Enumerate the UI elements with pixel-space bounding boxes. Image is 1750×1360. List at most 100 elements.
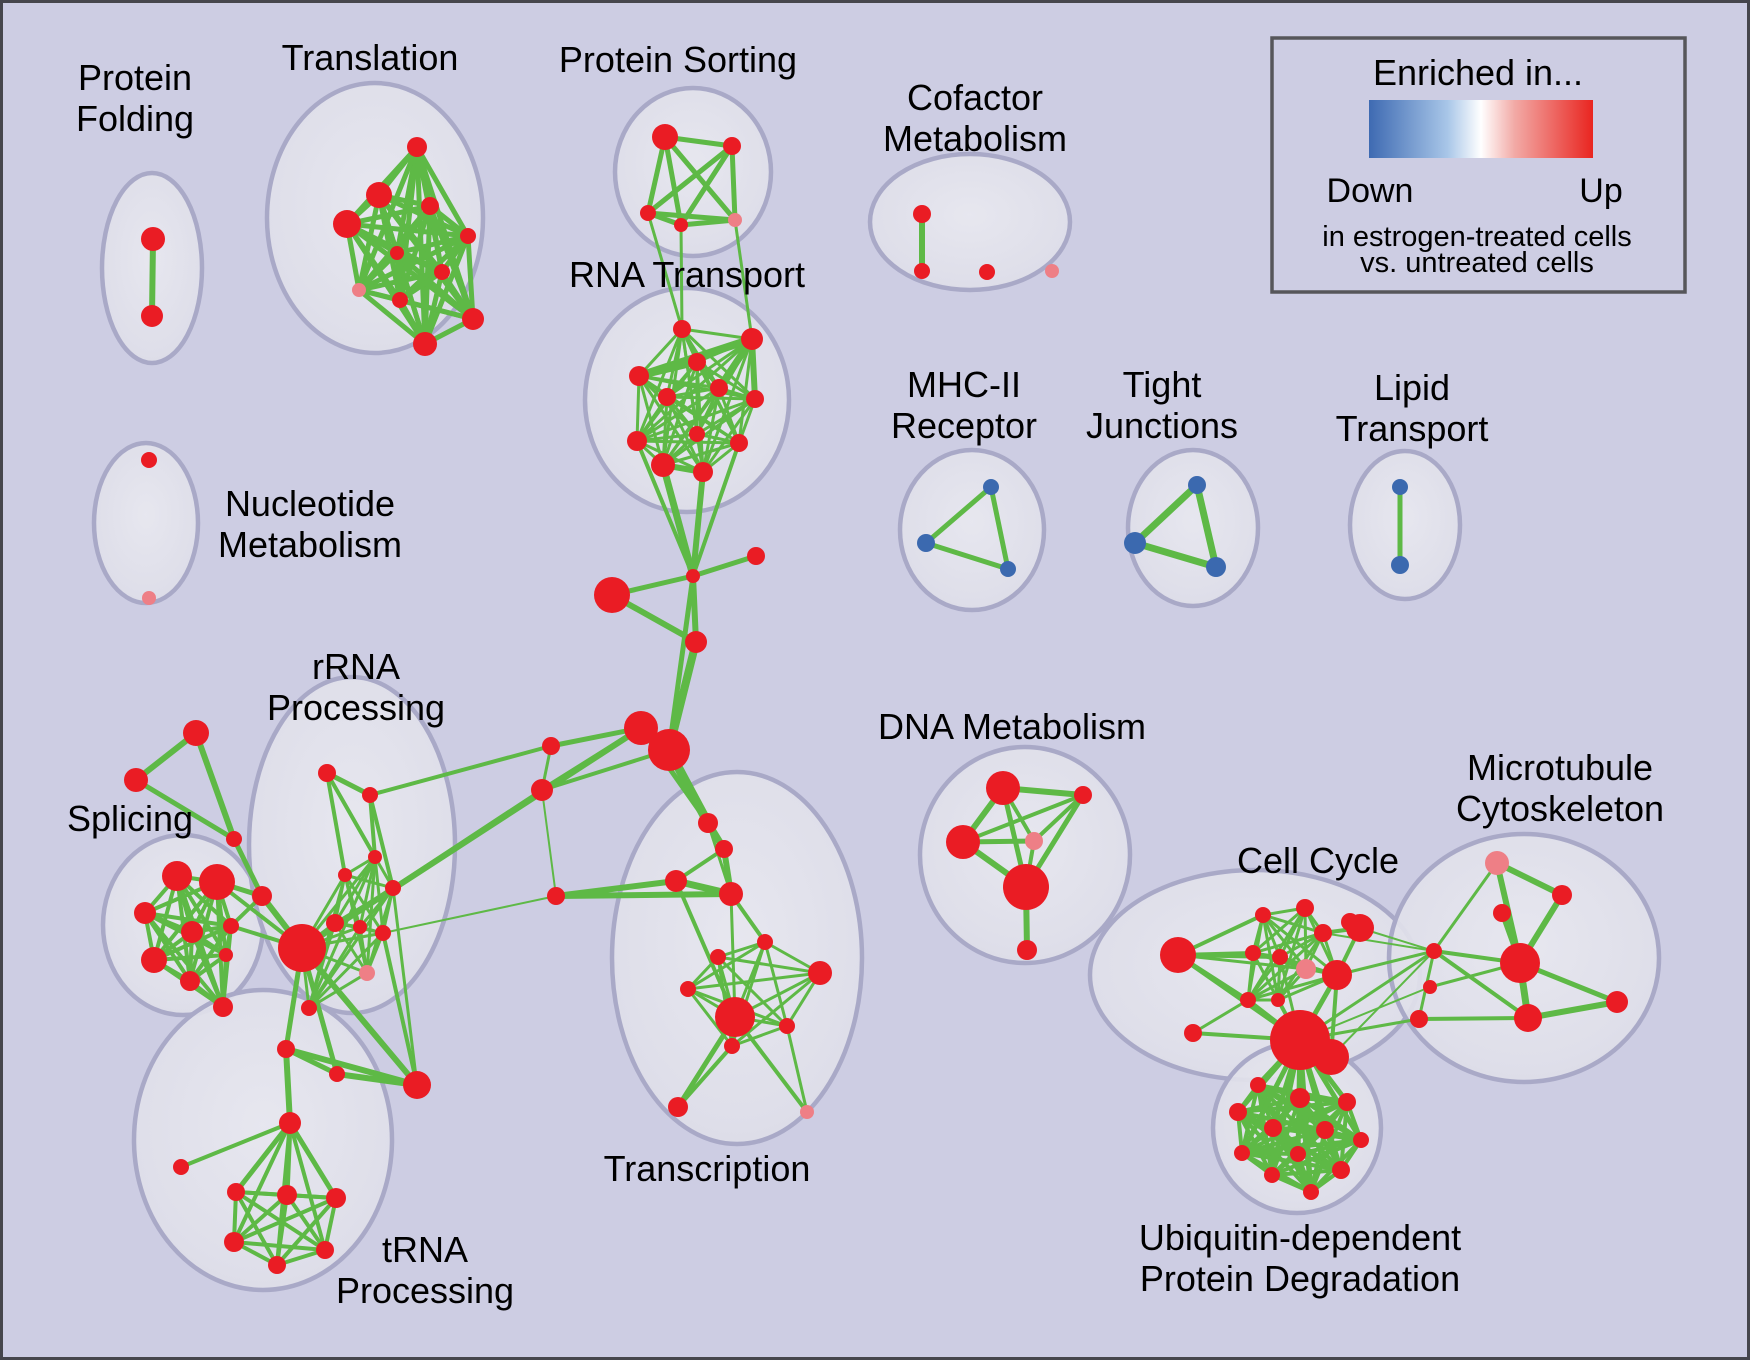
network-edge bbox=[635, 397, 757, 443]
network-edge bbox=[678, 143, 735, 228]
network-node-sp4 bbox=[181, 921, 203, 943]
network-edge bbox=[232, 1121, 292, 1244]
cluster-label-protein-folding: Protein bbox=[78, 57, 192, 98]
network-node-rr5 bbox=[385, 880, 401, 896]
network-node-hub1 bbox=[624, 711, 658, 745]
network-edge bbox=[691, 441, 741, 578]
network-node-cm4 bbox=[1045, 264, 1059, 278]
network-node-rt1 bbox=[673, 320, 691, 338]
network-edge bbox=[659, 461, 697, 580]
network-node-cc0 bbox=[1160, 937, 1196, 973]
network-edge bbox=[394, 233, 471, 256]
network-node-tn1 bbox=[227, 1183, 245, 1201]
network-node-cc7 bbox=[1272, 949, 1288, 965]
network-node-mt4 bbox=[1500, 943, 1540, 983]
network-node-sp1 bbox=[162, 861, 192, 891]
cluster-label-rrna-processing: Processing bbox=[267, 687, 445, 728]
network-node-tx8 bbox=[808, 961, 832, 985]
network-node-tr2 bbox=[124, 768, 148, 792]
network-node-lt1 bbox=[1392, 479, 1408, 495]
network-edge bbox=[1251, 906, 1307, 955]
network-edge bbox=[635, 337, 754, 443]
network-node-mh3 bbox=[1000, 561, 1016, 577]
network-edge bbox=[325, 771, 377, 859]
network-node-ps4 bbox=[674, 218, 688, 232]
network-edge bbox=[356, 250, 400, 293]
cluster-ellipse-lipid-transport bbox=[1347, 448, 1463, 602]
network-node-tx5 bbox=[547, 887, 565, 905]
network-node-cc13 bbox=[1313, 1039, 1349, 1075]
network-node-rt3 bbox=[629, 366, 649, 386]
cluster-label-lipid-transport: Lipid bbox=[1374, 367, 1450, 408]
network-edge bbox=[662, 134, 738, 223]
network-node-sp2 bbox=[199, 864, 235, 900]
network-node-mh1 bbox=[983, 479, 999, 495]
network-edge bbox=[1270, 1168, 1343, 1177]
network-node-ub13 bbox=[1184, 1024, 1202, 1042]
network-edge bbox=[1330, 950, 1435, 1058]
network-edge bbox=[1261, 913, 1325, 935]
network-edge bbox=[1240, 1128, 1327, 1155]
network-edge bbox=[1193, 481, 1220, 571]
network-edge bbox=[287, 1120, 339, 1201]
network-edge bbox=[283, 1046, 293, 1126]
network-node-t9 bbox=[392, 292, 408, 308]
network-node-ch5 bbox=[542, 737, 560, 755]
network-edge bbox=[716, 955, 822, 975]
network-edge bbox=[1432, 861, 1499, 953]
network-edge bbox=[231, 836, 265, 899]
network-edge bbox=[179, 1121, 292, 1169]
cluster-label-nucleotide-metabolism: Nucleotide bbox=[225, 483, 395, 524]
network-node-ps1 bbox=[652, 124, 678, 150]
network-node-cc9 bbox=[1322, 960, 1352, 990]
network-node-sp6 bbox=[141, 947, 167, 973]
network-edge bbox=[540, 748, 671, 792]
network-node-rt5 bbox=[658, 388, 676, 406]
network-edge bbox=[234, 1190, 279, 1267]
network-edge bbox=[678, 217, 738, 228]
network-edge bbox=[465, 233, 476, 322]
network-edge bbox=[283, 1046, 340, 1077]
network-node-ch2 bbox=[686, 569, 700, 583]
network-node-ub3 bbox=[1338, 1093, 1356, 1111]
network-edge bbox=[288, 1121, 327, 1252]
network-edge bbox=[1191, 998, 1250, 1035]
network-node-ps2 bbox=[723, 137, 741, 155]
network-edge bbox=[1032, 793, 1085, 843]
network-edge bbox=[283, 1046, 420, 1088]
network-node-tx1 bbox=[698, 813, 718, 833]
network-node-ub2 bbox=[1290, 1088, 1310, 1108]
cluster-ellipse-trna-processing bbox=[131, 987, 395, 1293]
network-node-pf2 bbox=[141, 305, 163, 327]
network-node-ch3 bbox=[747, 547, 765, 565]
network-node-tr3 bbox=[226, 831, 242, 847]
network-node-tr1 bbox=[183, 720, 209, 746]
cluster-label-transcription: Transcription bbox=[604, 1148, 811, 1189]
network-node-t10 bbox=[462, 308, 484, 330]
network-node-rt2 bbox=[741, 328, 763, 350]
network-node-cc8 bbox=[1296, 959, 1316, 979]
network-edge bbox=[690, 553, 759, 579]
network-node-tj2 bbox=[1124, 532, 1146, 554]
network-edge bbox=[729, 143, 738, 223]
network-edge bbox=[706, 821, 733, 896]
network-node-ch1 bbox=[594, 577, 630, 613]
network-edge bbox=[1494, 860, 1565, 898]
network-edge bbox=[701, 397, 757, 474]
network-edge bbox=[1240, 1138, 1363, 1155]
network-node-rt9 bbox=[627, 431, 647, 451]
network-edge bbox=[188, 924, 233, 983]
network-node-mt5 bbox=[1606, 991, 1628, 1013]
network-node-rr10 bbox=[301, 1000, 317, 1016]
network-node-ch4 bbox=[685, 631, 707, 653]
network-node-cc3 bbox=[1314, 924, 1332, 942]
network-edge bbox=[333, 921, 369, 975]
network-edge bbox=[343, 873, 395, 890]
legend-caption-line1: in estrogen-treated cells bbox=[1322, 221, 1632, 253]
cluster-label-mhc-ii-receptor: Receptor bbox=[891, 405, 1037, 446]
network-node-tj3 bbox=[1206, 557, 1226, 577]
network-edge bbox=[635, 439, 695, 578]
network-edge bbox=[646, 211, 684, 331]
cluster-label-protein-sorting: Protein Sorting bbox=[559, 39, 797, 80]
